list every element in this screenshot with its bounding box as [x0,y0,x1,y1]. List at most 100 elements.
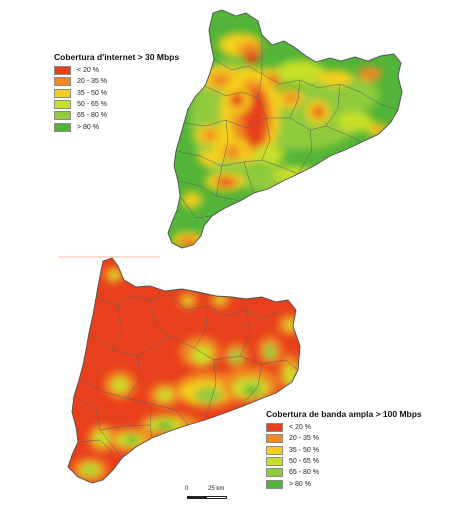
coverage-patch [230,350,242,364]
coverage-patch [245,52,259,64]
county-border [325,83,341,127]
legend-item: 65 - 80 % [266,467,422,478]
legend-item: 20 - 35 % [54,76,179,87]
legend-label: 35 - 50 % [77,89,107,97]
county-border [261,73,361,93]
coverage-patch [216,296,224,304]
coverage-patch [264,344,276,360]
county-border [213,58,263,75]
legend-item: < 20 % [266,422,422,433]
legend-swatch [54,122,71,132]
county-border [125,355,141,399]
coverage-patch [312,106,324,118]
legend-label: 35 - 50 % [289,446,319,454]
county-border [359,91,399,111]
legend-swatch [54,77,71,87]
county-border [193,305,209,349]
coverage-fill [168,10,402,248]
coverage-patch [185,239,195,245]
legend-swatch [266,468,283,478]
legend-swatch [54,100,71,110]
coverage-patch [194,387,222,403]
coverage-patch [317,70,353,86]
legend-label: 20 - 35 % [289,435,319,443]
county-borders [175,35,399,219]
county-border [204,359,217,421]
legend-swatch [266,434,283,444]
coverage-patch [198,150,222,166]
coverage-patch [283,92,299,104]
legend-item: > 80 % [266,478,422,489]
coverage-patch [276,60,324,84]
legend-swatch [54,88,71,98]
coverage-patch [284,365,296,385]
coverage-patch [126,436,138,444]
county-border [149,299,171,337]
county-border [111,304,123,351]
legend-label: 65 - 80 % [77,112,107,120]
coverage-patch [203,129,217,141]
county-border [88,332,299,371]
coverage-patch [192,346,212,364]
legend-swatch [266,423,283,433]
scale-zero-label: 0 [185,486,189,492]
legend-label: < 20 % [77,67,99,75]
county-border [177,180,241,202]
county-borders [73,293,299,459]
legend-label: 20 - 35 % [77,78,107,86]
coverage-patch [223,145,241,159]
coverage-patch [85,467,95,475]
coverage-patch [244,385,260,395]
coverage-patch [112,378,128,392]
county-border [257,35,267,119]
scale-bar-fill [187,496,207,499]
county-border [179,195,213,219]
legend-label: > 80 % [77,123,99,131]
county-border [77,439,113,453]
county-border [261,117,271,161]
legend-item: 20 - 35 % [266,433,422,444]
legend-item: > 80 % [54,121,179,132]
coverage-patch [182,192,202,208]
county-border [204,85,259,99]
legend-swatch [54,111,71,121]
legend-label: < 20 % [289,424,311,432]
coverage-patch [157,422,173,430]
legend-item: 50 - 65 % [266,456,422,467]
legend-item: < 20 % [54,65,179,76]
legend-title: Cobertura d'internet > 30 Mbps [54,52,180,62]
county-border [243,161,255,194]
county-border [221,119,229,167]
legend-swatch [266,445,283,455]
legend-item: 35 - 50 % [54,88,179,99]
legend-item: 35 - 50 % [266,445,422,456]
legend-broadband-100: Cobertura de banda ampla > 100 Mbps < 20… [266,409,422,490]
legend-item: 65 - 80 % [54,110,179,121]
coverage-patch [230,92,244,108]
coverage-patch [157,389,173,401]
legend-label: > 80 % [289,480,311,488]
legend-swatch [266,479,283,489]
county-border [95,293,169,306]
county-border [289,79,301,119]
legend-label: 65 - 80 % [289,469,319,477]
county-border [183,117,363,143]
coverage-patch [215,177,237,187]
coverage-patch [110,270,120,280]
coverage-patch [285,320,295,330]
legend-label: 50 - 65 % [289,458,319,466]
coverage-patch [94,430,110,446]
coverage-patch [358,67,382,81]
scale-end-label: 25 km [208,486,225,492]
legend-item: 50 - 65 % [54,99,179,110]
county-border [215,165,223,197]
county-border [239,309,251,357]
legend-label: 50 - 65 % [77,101,107,109]
county-border [99,424,151,431]
county-border [240,363,263,408]
legend-swatch [54,66,71,76]
scale-bar: 0 25 km [181,486,241,506]
county-border [297,129,313,175]
legend-internet-30: Cobertura d'internet > 30 Mbps < 20 % 20… [54,52,179,133]
